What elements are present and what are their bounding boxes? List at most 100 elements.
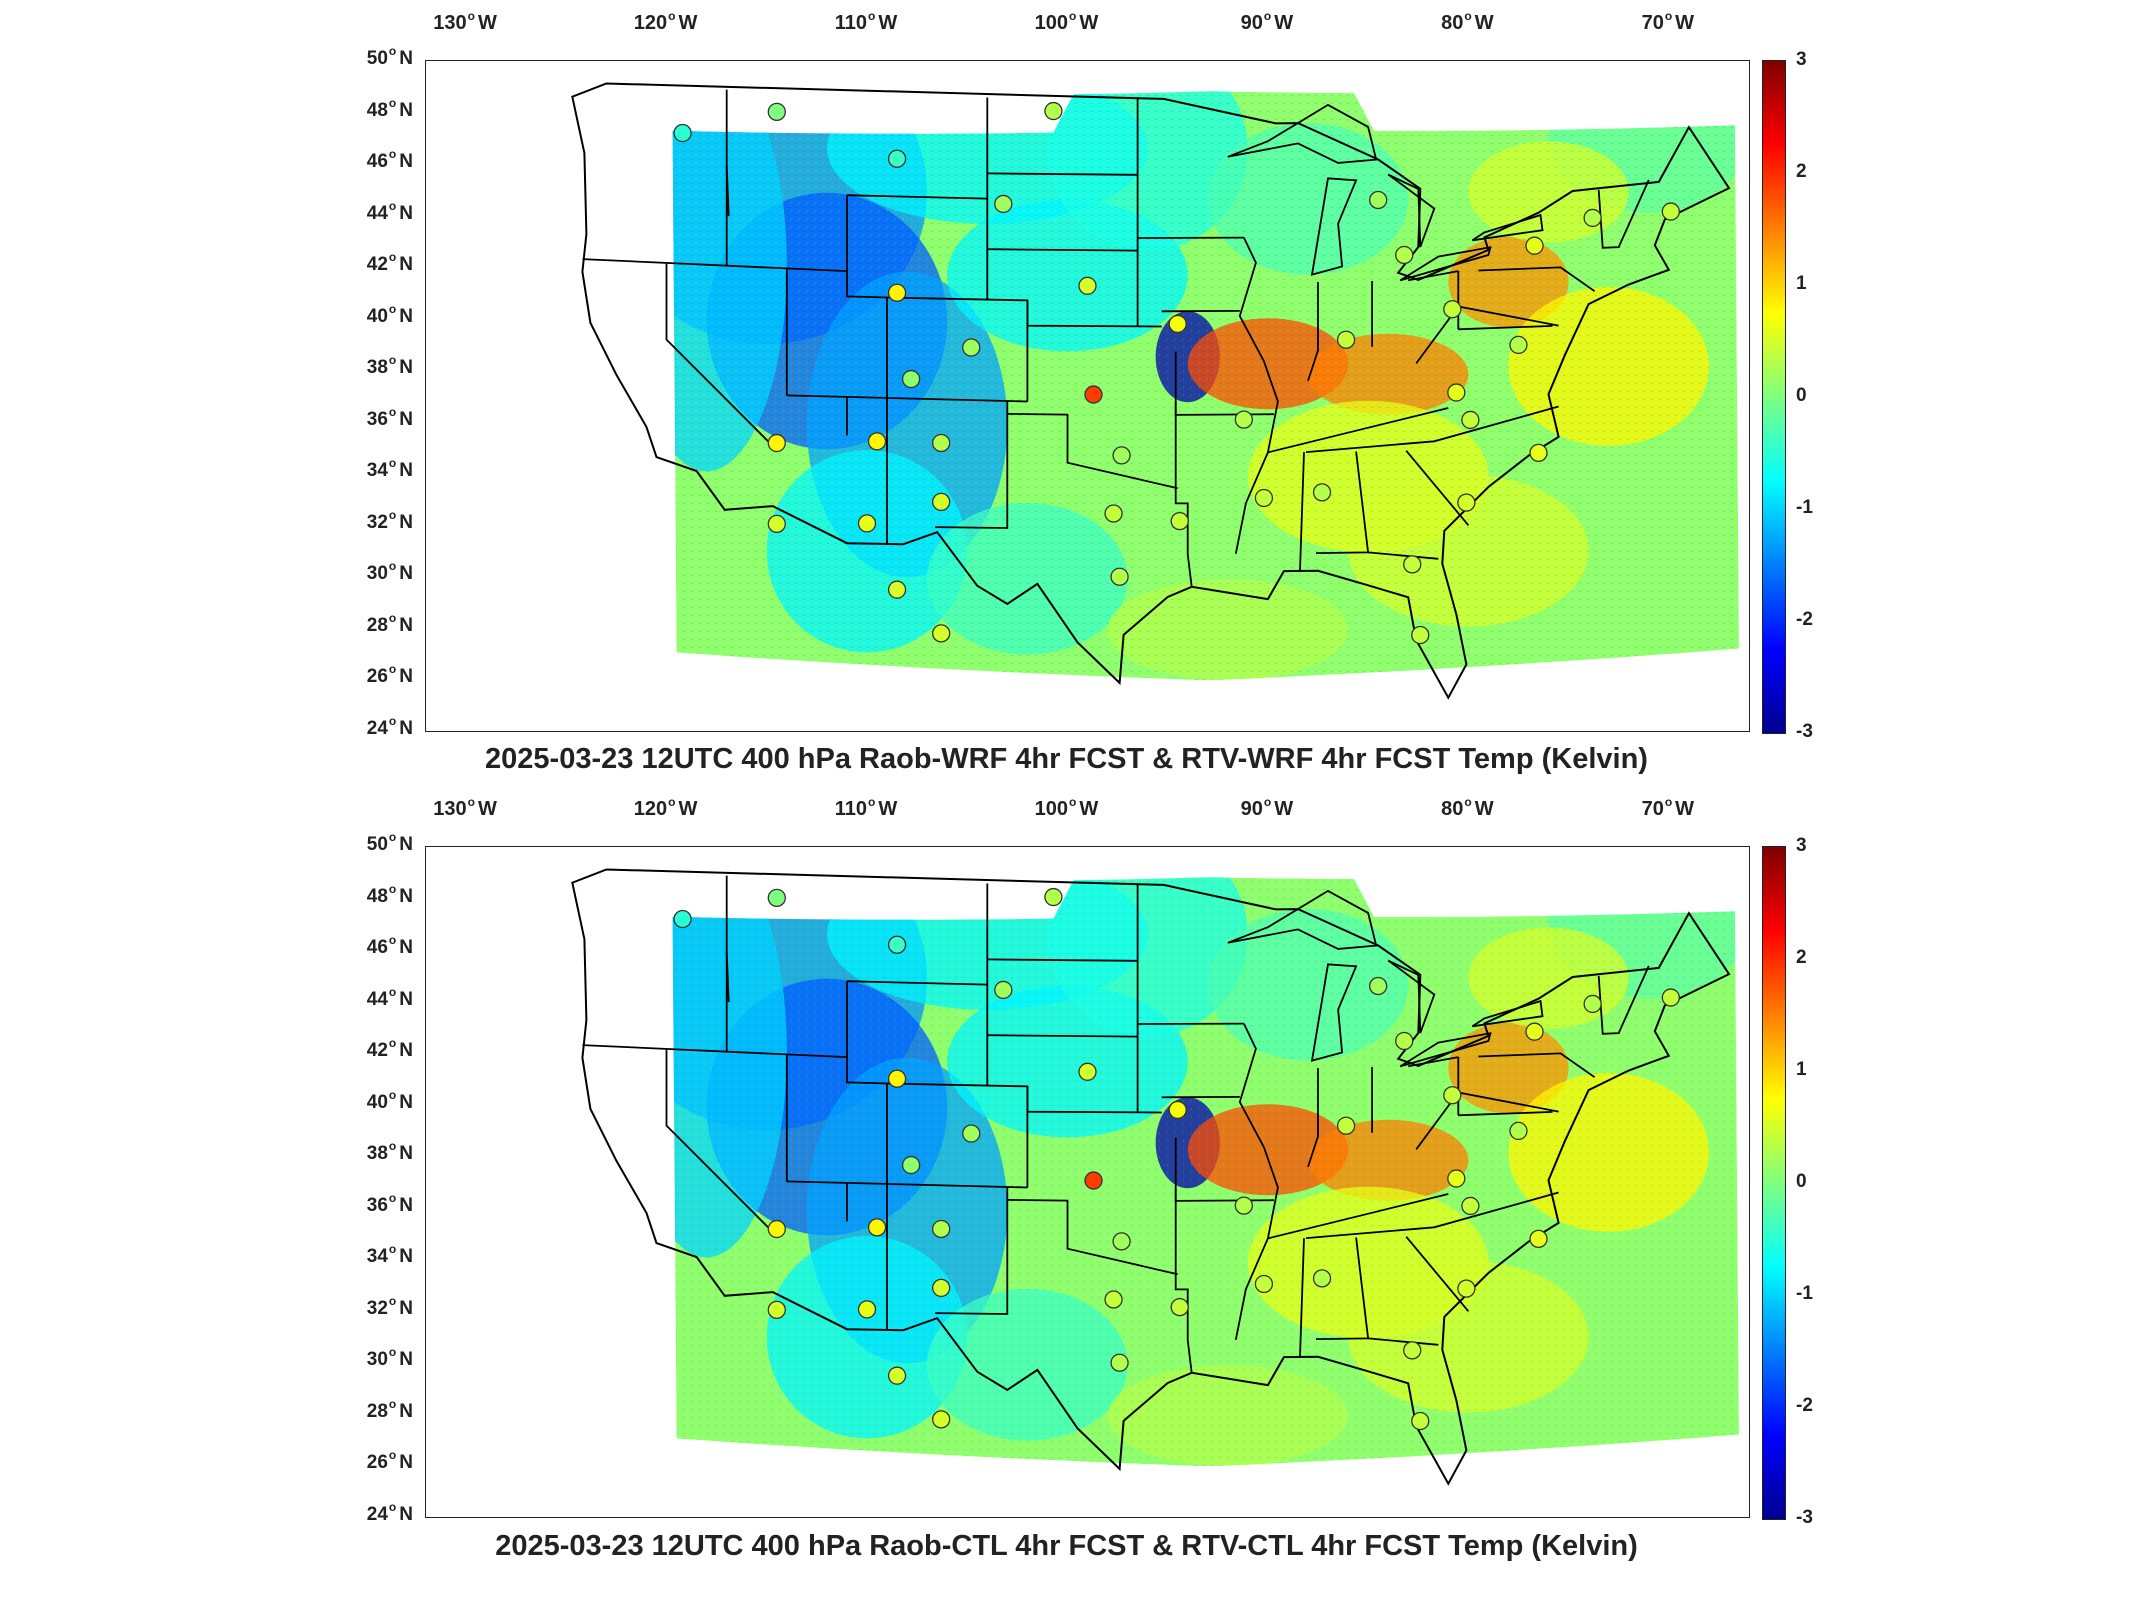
station-marker [901,369,921,389]
station-marker [1443,1086,1462,1105]
country-outline [571,82,1731,700]
state-border [886,296,1162,328]
temperature-field [672,91,1740,681]
state-border [665,263,776,449]
station-marker [1369,190,1388,210]
great-lake [1387,173,1436,248]
station-marker [1411,625,1430,645]
lat-tick-label: 42o N [366,250,413,276]
lon-tick-label: 80o W [1441,9,1494,34]
state-border [1174,351,1193,587]
station-marker [1457,1279,1476,1298]
lon-tick-label: 130o W [433,9,497,34]
state-border [1234,237,1279,554]
station-marker [767,888,786,907]
state-border [846,194,988,200]
state-border [1307,1068,1319,1168]
station-marker [994,980,1013,1000]
great-lake [1399,1032,1492,1068]
state-border [846,981,888,1330]
station-marker [1509,335,1528,355]
station-marker [1509,1121,1528,1141]
lat-tick-label: 40o N [366,301,413,327]
lon-tick-label: 120o W [633,9,698,34]
state-border [582,258,848,272]
station-marker [1411,1411,1430,1431]
station-marker [1661,988,1680,1007]
station-marker [962,338,981,357]
great-lake [1471,999,1544,1028]
station-marker [1084,1171,1103,1190]
station-marker [1403,555,1422,574]
station-marker [1336,330,1356,349]
map-frame-top [425,60,1750,732]
station-marker [932,624,951,643]
station-marker [932,1410,951,1429]
station-marker [767,1300,786,1320]
colorbar-tick-label: 1 [1796,273,1807,294]
state-border [1405,450,1470,526]
lat-tick-label: 26o N [366,1448,413,1474]
station-marker [1457,493,1476,512]
lon-tick-label: 80o W [1441,795,1494,820]
station-marker [887,1366,907,1385]
station-marker [1461,410,1480,430]
state-border [987,1034,1138,1038]
station-marker [867,1218,887,1237]
station-marker [1110,567,1129,586]
station-marker [962,1124,981,1143]
lat-tick-label: 30o N [366,559,413,585]
state-border [846,980,988,986]
station-marker [1234,1196,1254,1215]
station-marker [1078,1062,1097,1081]
colorbar-top [1762,60,1786,734]
colorbar-tick-label: 0 [1796,1171,1807,1192]
lat-tick-label: 28o N [366,610,413,636]
lat-tick-label: 26o N [366,662,413,688]
station-marker [1583,994,1602,1014]
great-lake [1471,213,1544,242]
station-marker [767,514,786,534]
map-top [571,82,1740,700]
lat-tick-label: 42o N [366,1036,413,1062]
station-marker [1234,410,1254,429]
lon-tick-label: 110o W [834,9,898,34]
state-border [987,958,1138,962]
colorbar-tick-label: 3 [1796,835,1807,856]
map-frame-bottom [425,846,1750,1518]
map-bottom [571,868,1740,1486]
state-border [1007,413,1178,490]
station-marker [1369,976,1388,996]
colorbar-tick-label: 2 [1796,947,1807,968]
station-marker [887,283,907,302]
station-marker [1461,1196,1480,1216]
station-marker [932,433,951,453]
station-marker [1447,383,1466,402]
panel-title-top: 2025-03-23 12UTC 400 hPa Raob-WRF 4hr FC… [485,743,1648,775]
state-border [987,172,1138,176]
station-marker [1168,1100,1187,1120]
state-border [1305,405,1559,453]
lat-tick-label: 24o N [366,1500,413,1525]
station-marker [1661,202,1680,221]
great-lake [1399,246,1492,282]
station-marker [1395,1031,1414,1051]
state-border [1267,1193,1449,1240]
state-border [1368,551,1439,560]
lat-tick-label: 50o N [366,44,413,69]
station-marker [1044,101,1063,121]
great-lake [1310,963,1358,1062]
station-marker [767,433,786,453]
lat-tick-label: 48o N [366,95,413,121]
lat-tick-label: 46o N [366,147,413,173]
lat-tick-label: 30o N [366,1345,413,1371]
lat-tick-label: 48o N [366,881,413,907]
station-marker [857,1300,877,1319]
station-marker [867,432,887,451]
lat-tick-label: 50o N [366,830,413,855]
lon-tick-label: 110o W [834,795,898,820]
state-border [1478,1052,1596,1078]
state-border [1408,1056,1459,1068]
state-border [1305,1191,1559,1239]
great-lake [1310,177,1358,276]
